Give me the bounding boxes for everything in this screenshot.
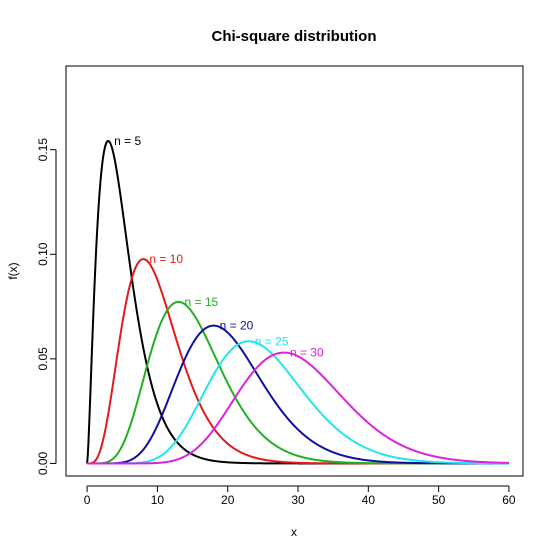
series-line-n20: [87, 324, 509, 465]
series-line-n10: [87, 258, 509, 465]
y-axis-label: f(x): [6, 262, 20, 279]
y-tick-label: 0.00: [36, 451, 50, 475]
x-axis-label: x: [291, 525, 297, 539]
y-tick-label: 0.05: [36, 347, 50, 371]
y-tick-label: 0.15: [36, 138, 50, 162]
series-label-n5: n = 5: [114, 134, 141, 148]
series-line-n25: [87, 340, 509, 465]
x-tick-label: 20: [221, 493, 235, 507]
series-label-n30: n = 30: [290, 346, 324, 360]
series-label-n20: n = 20: [220, 319, 254, 333]
x-tick-label: 0: [84, 493, 91, 507]
series-line-n5: [86, 139, 509, 465]
series-lines: [86, 139, 509, 465]
series-label-n25: n = 25: [255, 334, 289, 348]
x-tick-label: 40: [362, 493, 376, 507]
chart-title: Chi-square distribution: [212, 28, 377, 45]
x-tick-label: 50: [432, 493, 446, 507]
series-label-n10: n = 10: [149, 252, 183, 266]
series-labels: n = 5 n = 10 n = 15n = 20n = 25n = 30: [114, 134, 324, 360]
plot-frame: [65, 65, 524, 477]
x-tick-label: 10: [151, 493, 165, 507]
x-tick-label: 60: [502, 493, 516, 507]
y-axis: 0.00 0.05 0.10 0.15: [36, 138, 57, 475]
series-label-n15: n = 15: [184, 295, 218, 309]
x-tick-label: 30: [291, 493, 305, 507]
series-line-n30: [87, 351, 509, 465]
x-axis: 0 10 20 30 40 50 60: [84, 485, 516, 507]
y-tick-label: 0.10: [36, 242, 50, 266]
